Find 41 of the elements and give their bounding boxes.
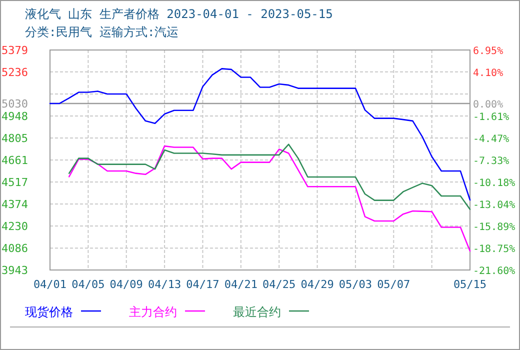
y-tick-label: 5236 bbox=[2, 66, 28, 79]
x-tick-label: 04/05 bbox=[72, 278, 105, 291]
x-tick-label: 04/17 bbox=[186, 278, 220, 291]
line-series bbox=[68, 144, 471, 210]
legend-label: 最近合约 bbox=[233, 305, 281, 319]
chart-subtitle: 分类:民用气 运输方式:汽运 bbox=[25, 25, 179, 39]
x-tick-label: 04/13 bbox=[148, 278, 182, 291]
chart-title: 液化气 山东 生产者价格 2023-04-01 - 2023-05-15 bbox=[25, 7, 333, 21]
y2-tick-label: -21.60% bbox=[473, 266, 516, 277]
y-tick-label: 3943 bbox=[2, 264, 28, 277]
x-tick-label: 04/09 bbox=[110, 278, 143, 291]
y2-tick-label: -13.04% bbox=[473, 200, 516, 212]
x-tick-label: 05/15 bbox=[453, 278, 487, 291]
x-tick-label: 04/21 bbox=[224, 278, 258, 291]
y-tick-label: 4805 bbox=[2, 132, 28, 145]
y2-tick-label: 6.95% bbox=[473, 46, 504, 57]
y2-tick-label: -7.33% bbox=[473, 156, 510, 168]
legend-label: 主力合约 bbox=[129, 305, 177, 319]
x-tick-label: 05/07 bbox=[377, 278, 410, 291]
x-tick-label: 04/29 bbox=[300, 278, 334, 291]
y-tick-label: 4086 bbox=[2, 242, 28, 256]
y2-tick-label: -18.75% bbox=[473, 244, 516, 256]
y-tick-label: 4948 bbox=[2, 110, 28, 124]
y2-tick-label: -1.61% bbox=[473, 112, 510, 123]
x-tick-label: 04/01 bbox=[33, 278, 67, 291]
line-series bbox=[68, 145, 471, 252]
y-tick-label: 5379 bbox=[2, 44, 28, 57]
y-tick-label: 4517 bbox=[2, 176, 28, 190]
line-series bbox=[49, 68, 471, 201]
y2-tick-label: -10.18% bbox=[473, 178, 516, 189]
y2-tick-label: 4.10% bbox=[473, 68, 504, 79]
legend-label: 现货价格 bbox=[25, 305, 73, 319]
x-tick-label: 04/25 bbox=[262, 278, 296, 291]
y2-tick-label: 0.00% bbox=[473, 100, 504, 111]
y-tick-label: 5030 bbox=[2, 97, 28, 110]
y-tick-label: 4661 bbox=[2, 154, 28, 167]
y-tick-label: 4230 bbox=[2, 220, 28, 234]
x-tick-label: 05/03 bbox=[338, 278, 372, 291]
y2-tick-label: -4.47% bbox=[473, 134, 510, 145]
y-tick-label: 4374 bbox=[2, 198, 28, 211]
y2-tick-label: -15.89% bbox=[473, 222, 516, 233]
